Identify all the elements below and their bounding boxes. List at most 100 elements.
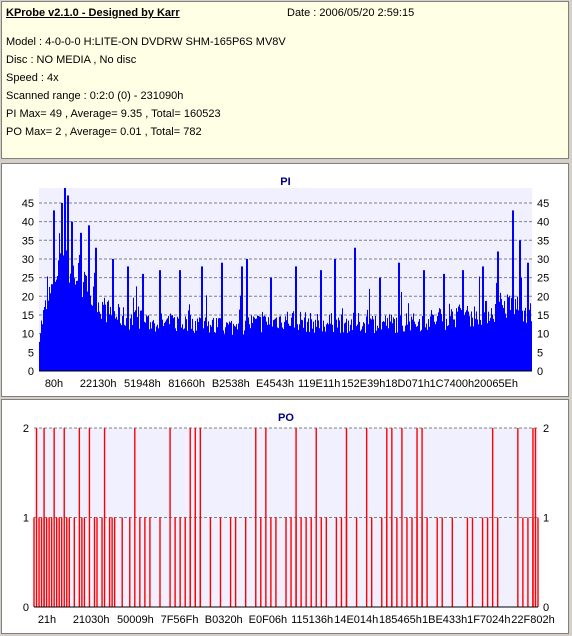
pi-bar: [388, 328, 389, 371]
y-tick-label-right: 35: [537, 235, 549, 247]
pi-bar: [78, 262, 79, 371]
pi-bar: [133, 297, 134, 371]
pi-bar: [134, 312, 135, 371]
pi-bar: [249, 324, 250, 371]
pi-bar: [400, 315, 401, 371]
pi-bar: [219, 318, 220, 371]
pi-bar: [116, 316, 117, 371]
pi-bar: [484, 312, 485, 371]
pi-bar: [228, 324, 229, 371]
po-stats-line: PO Max= 2 , Average= 0.01 , Total= 782: [6, 126, 202, 138]
pi-bar: [126, 318, 127, 371]
pi-bar: [397, 332, 398, 371]
pi-bar: [100, 313, 101, 371]
y-tick-label-left: 0: [23, 602, 29, 614]
pi-bar: [386, 325, 387, 371]
pi-bar: [420, 331, 421, 371]
pi-bar: [405, 325, 406, 371]
pi-bar: [329, 314, 330, 371]
pi-bar: [387, 318, 388, 371]
pi-bar: [331, 313, 332, 371]
pi-bar: [471, 311, 472, 371]
pi-bar: [241, 266, 242, 371]
pi-bar: [372, 315, 373, 371]
y-tick-label-left: 40: [22, 217, 34, 229]
pi-bar: [121, 325, 122, 371]
y-tick-label-left: 15: [22, 310, 34, 322]
pi-bar: [119, 307, 120, 371]
pi-bar: [122, 315, 123, 371]
pi-bar: [354, 247, 355, 371]
pi-bar: [117, 319, 118, 371]
pi-bar: [339, 320, 340, 371]
pi-bar: [108, 300, 109, 371]
pi-bar: [416, 326, 417, 371]
pi-bar: [239, 309, 240, 371]
pi-bar: [314, 332, 315, 371]
pi-bar: [443, 273, 444, 371]
pi-bar: [212, 319, 213, 371]
pi-bar: [205, 317, 206, 371]
x-tick-label: 21h: [38, 614, 56, 626]
x-tick-label: 21030h: [73, 614, 110, 626]
pi-bar: [47, 276, 48, 371]
pi-bar: [40, 333, 41, 371]
y-tick-label-left: 35: [22, 235, 34, 247]
pi-bar: [148, 315, 149, 371]
pi-bar: [75, 284, 76, 371]
x-tick-label: 20065Eh: [474, 378, 518, 390]
pi-bar: [118, 303, 119, 371]
pi-bar: [115, 318, 116, 371]
pi-bar: [459, 304, 460, 371]
pi-bar: [376, 330, 377, 371]
pi-bar: [424, 270, 425, 371]
pi-bar: [254, 317, 255, 371]
pi-bar: [421, 329, 422, 371]
pi-bar: [277, 327, 278, 371]
pi-bar: [304, 317, 305, 371]
y-tick-label-right: 2: [543, 423, 549, 435]
pi-bar: [106, 322, 107, 371]
y-tick-label-left: 0: [28, 366, 34, 378]
pi-bar: [343, 332, 344, 371]
pi-bar: [168, 315, 169, 371]
pi-bar: [391, 314, 392, 371]
pi-bar: [364, 323, 365, 371]
pi-bar: [403, 331, 404, 371]
pi-bar: [157, 324, 158, 371]
pi-bar: [478, 324, 479, 371]
pi-bar: [518, 310, 519, 371]
pi-bar: [504, 300, 505, 371]
pi-bar: [287, 311, 288, 371]
pi-bar: [529, 309, 530, 371]
pi-bar: [149, 329, 150, 371]
pi-bar: [191, 328, 192, 371]
pi-bar: [61, 202, 62, 371]
pi-bar: [155, 331, 156, 371]
pi-bar: [250, 328, 251, 371]
pi-bar: [509, 295, 510, 371]
pi-bar: [303, 327, 304, 371]
info-panel: KProbe v2.1.0 - Designed by Karr Date : …: [1, 1, 569, 159]
pi-bar: [236, 324, 237, 371]
pi-bar: [158, 328, 159, 371]
pi-bar: [378, 328, 379, 371]
pi-bar: [448, 325, 449, 371]
pi-bar: [186, 319, 187, 371]
pi-bar: [336, 319, 337, 371]
pi-bar: [508, 297, 509, 371]
pi-bar: [320, 270, 321, 371]
pi-bar: [370, 318, 371, 371]
y-tick-label-right: 0: [543, 602, 549, 614]
pi-bar: [268, 317, 269, 371]
y-tick-label-left: 45: [22, 198, 34, 210]
pi-bar: [384, 321, 385, 371]
pi-bar: [230, 322, 231, 371]
pi-bar: [462, 270, 463, 371]
pi-bar: [136, 286, 137, 371]
pi-bar: [182, 324, 183, 371]
pi-bar: [227, 322, 228, 371]
pi-bar: [423, 270, 424, 371]
pi-bar: [233, 323, 234, 371]
pi-bar: [417, 326, 418, 371]
